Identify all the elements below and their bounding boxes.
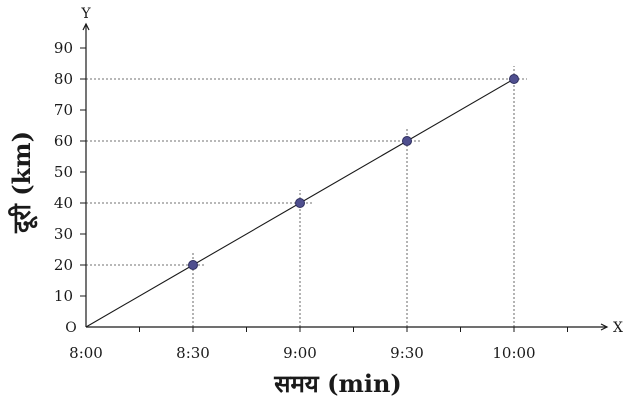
x-axis-letter: X	[613, 320, 623, 336]
y-axis-title: दूरी (km)	[7, 131, 38, 234]
y-tick-label-10: 10	[54, 287, 73, 305]
y-tick-label-90: 90	[54, 39, 73, 57]
y-tick-label-30: 30	[54, 225, 73, 243]
series	[85, 74, 519, 328]
x-tick-label-3: 9:30	[390, 344, 424, 362]
x-axis-arrow	[600, 323, 609, 331]
data-point-1	[188, 260, 198, 270]
x-axis-ticks: 8:00 8:30 9:00 9:30 10:00	[69, 327, 568, 362]
data-point-4	[509, 74, 519, 84]
y-tick-label-80: 80	[54, 70, 73, 88]
y-axis-arrow	[82, 22, 90, 31]
y-tick-label-70: 70	[54, 101, 73, 119]
y-axis-ticks: 10 20 30 40 50 60 70 80 90	[54, 39, 86, 305]
x-tick-label-4: 10:00	[492, 344, 535, 362]
x-axis-title: समय (min)	[273, 369, 402, 398]
y-tick-label-50: 50	[54, 163, 73, 181]
x-tick-label-1: 8:30	[176, 344, 210, 362]
origin-label: O	[65, 320, 76, 336]
y-axis-letter: Y	[80, 6, 91, 22]
y-tick-label-40: 40	[54, 194, 73, 212]
data-point-3	[402, 136, 412, 146]
x-tick-label-0: 8:00	[69, 344, 103, 362]
y-tick-label-20: 20	[54, 256, 73, 274]
axes: Y X O	[65, 6, 623, 336]
x-tick-label-2: 9:00	[283, 344, 317, 362]
guide-lines	[86, 66, 527, 327]
y-tick-label-60: 60	[54, 132, 73, 150]
data-point-2	[295, 198, 305, 208]
